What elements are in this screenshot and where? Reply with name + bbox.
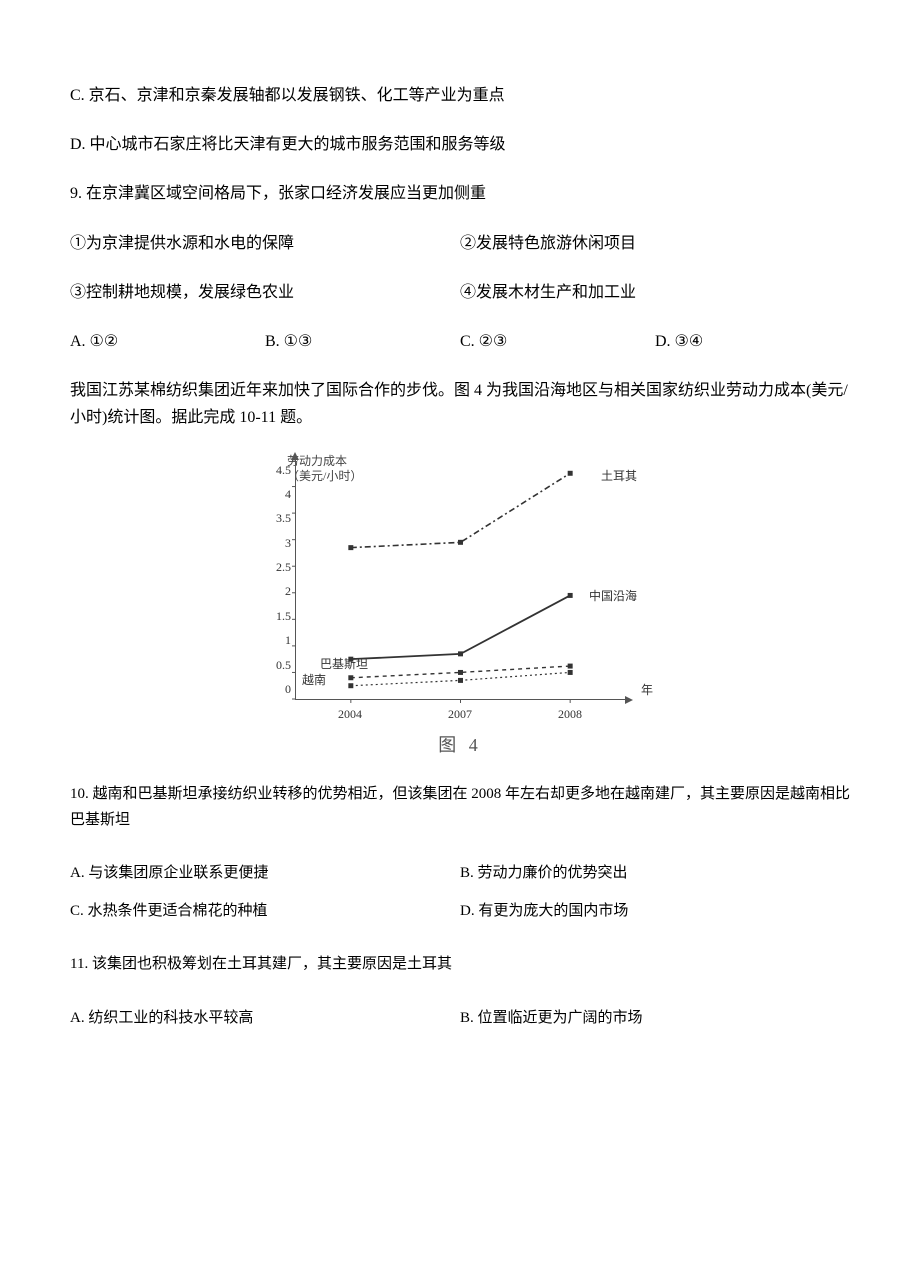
ytick: 0 <box>267 679 291 699</box>
ytick: 0.5 <box>267 655 291 675</box>
q9-stmt-4: ④发展木材生产和加工业 <box>460 279 850 306</box>
label-vietnam: 越南 <box>302 670 326 690</box>
marker-turkey <box>348 545 353 550</box>
q9-option-b: B. ①③ <box>265 328 460 355</box>
chart-y-axis: 4.5 4 3.5 3 2.5 2 1.5 1 0.5 0 <box>267 460 295 700</box>
q9-option-d: D. ③④ <box>655 328 850 355</box>
q9-statements-row-2: ③控制耕地规模，发展绿色农业 ④发展木材生产和加工业 <box>70 279 850 306</box>
q11-option-b: B. 位置临近更为广阔的市场 <box>460 1006 850 1032</box>
ytick: 2.5 <box>267 557 291 577</box>
label-pakistan: 巴基斯坦 <box>320 654 368 674</box>
figure-4-chart: 劳动力成本 （美元/小时） 4.5 4 3.5 3 2.5 2 1.5 1 0.… <box>245 460 675 761</box>
ytick: 1 <box>267 630 291 650</box>
xtick: 2004 <box>295 704 405 724</box>
q10-option-c: C. 水热条件更适合棉花的种植 <box>70 899 460 925</box>
marker-pakistan <box>568 663 573 668</box>
y-axis-arrow-icon <box>291 452 299 460</box>
q9-option-c: C. ②③ <box>460 328 655 355</box>
q9-option-a: A. ①② <box>70 328 265 355</box>
marker-turkey <box>568 470 573 475</box>
q10-options: A. 与该集团原企业联系更便捷 B. 劳动力廉价的优势突出 C. 水热条件更适合… <box>70 855 850 930</box>
series-turkey <box>351 473 570 547</box>
ytick: 2 <box>267 581 291 601</box>
marker-china <box>568 592 573 597</box>
ytick: 3 <box>267 533 291 553</box>
marker-vietnam <box>568 669 573 674</box>
q10-option-b: B. 劳动力廉价的优势突出 <box>460 861 850 887</box>
x-axis-arrow-icon <box>625 696 633 704</box>
series-china <box>351 595 570 659</box>
marker-turkey <box>458 539 463 544</box>
label-turkey: 土耳其 <box>601 466 637 486</box>
figure-4-caption: 图 4 <box>245 730 675 761</box>
marker-pakistan <box>458 669 463 674</box>
q11-options: A. 纺织工业的科技水平较高 B. 位置临近更为广阔的市场 <box>70 1000 850 1038</box>
q10-option-d: D. 有更为庞大的国内市场 <box>460 899 850 925</box>
xtick: 2007 <box>405 704 515 724</box>
label-china: 中国沿海 <box>589 586 637 606</box>
q9-options: A. ①② B. ①③ C. ②③ D. ③④ <box>70 328 850 355</box>
chart-x-axis: 2004 2007 2008 <box>245 704 675 724</box>
marker-pakistan <box>348 675 353 680</box>
q9-stmt-1: ①为京津提供水源和水电的保障 <box>70 230 460 257</box>
q9-stmt-2: ②发展特色旅游休闲项目 <box>460 230 850 257</box>
chart-plot-area: 年 土耳其 中国沿海 巴基斯坦 越南 <box>295 460 625 700</box>
q11-stem: 11. 该集团也积极筹划在土耳其建厂，其主要原因是土耳其 <box>70 952 850 978</box>
q10-option-a: A. 与该集团原企业联系更便捷 <box>70 861 460 887</box>
q8-option-d: D. 中心城市石家庄将比天津有更大的城市服务范围和服务等级 <box>70 131 850 158</box>
intro-10-11: 我国江苏某棉纺织集团近年来加快了国际合作的步伐。图 4 为我国沿海地区与相关国家… <box>70 377 850 431</box>
q9-stmt-3: ③控制耕地规模，发展绿色农业 <box>70 279 460 306</box>
q9-stem: 9. 在京津冀区域空间格局下，张家口经济发展应当更加侧重 <box>70 180 850 207</box>
ytick: 3.5 <box>267 508 291 528</box>
q10-stem: 10. 越南和巴基斯坦承接纺织业转移的优势相近，但该集团在 2008 年左右却更… <box>70 782 850 833</box>
chart-x-unit: 年 <box>641 680 653 700</box>
q11-option-a: A. 纺织工业的科技水平较高 <box>70 1006 460 1032</box>
q8-option-c: C. 京石、京津和京秦发展轴都以发展钢铁、化工等产业为重点 <box>70 82 850 109</box>
marker-vietnam <box>458 677 463 682</box>
xtick: 2008 <box>515 704 625 724</box>
marker-vietnam <box>348 683 353 688</box>
ytick: 1.5 <box>267 606 291 626</box>
marker-china <box>458 651 463 656</box>
ytick: 4 <box>267 484 291 504</box>
q9-statements-row-1: ①为京津提供水源和水电的保障 ②发展特色旅游休闲项目 <box>70 230 850 257</box>
